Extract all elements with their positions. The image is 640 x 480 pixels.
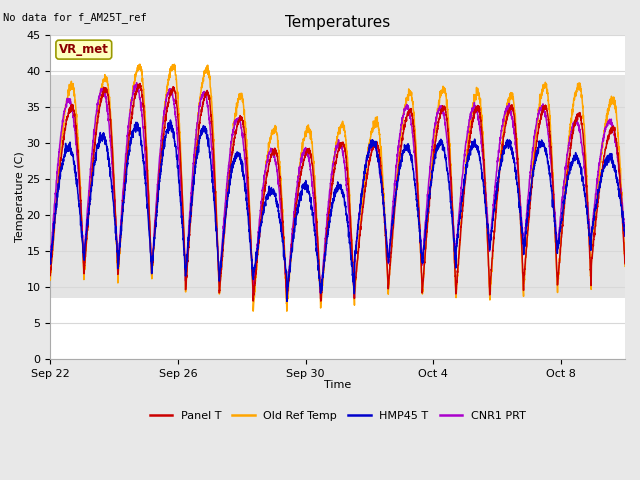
Text: VR_met: VR_met: [59, 43, 109, 56]
Bar: [50, 75, 625, 298]
Text: No data for f_AM25T_ref: No data for f_AM25T_ref: [3, 12, 147, 23]
X-axis label: Time: Time: [324, 380, 351, 390]
Y-axis label: Temperature (C): Temperature (C): [15, 152, 25, 242]
Title: Temperatures: Temperatures: [285, 15, 390, 30]
Legend: Panel T, Old Ref Temp, HMP45 T, CNR1 PRT: Panel T, Old Ref Temp, HMP45 T, CNR1 PRT: [145, 407, 530, 425]
